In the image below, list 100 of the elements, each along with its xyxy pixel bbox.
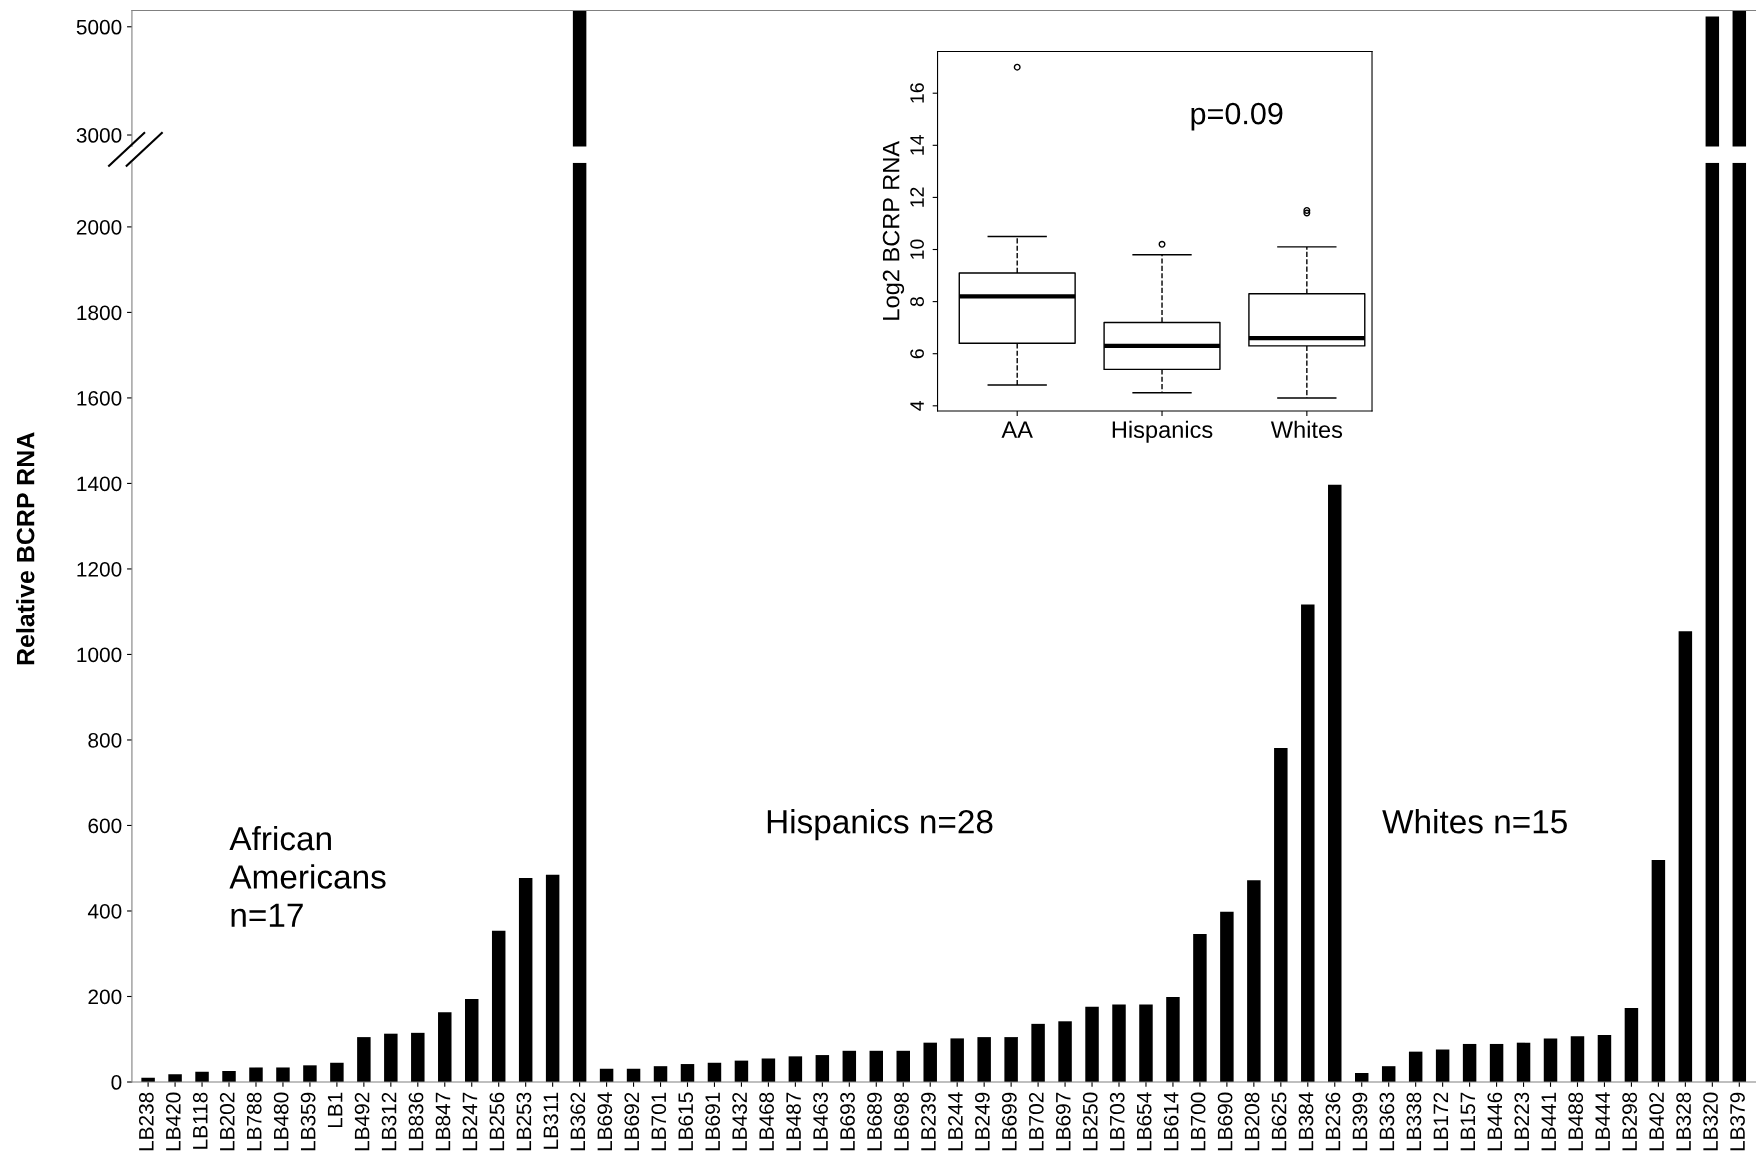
x-tick-label: LB788 xyxy=(246,1092,262,1151)
x-tick-label: LB320 xyxy=(1703,1092,1718,1151)
bar xyxy=(1462,1043,1477,1082)
bar xyxy=(1732,162,1747,1082)
x-tick-label: LB432 xyxy=(732,1092,748,1151)
x-tick-label: LB363 xyxy=(1379,1092,1395,1151)
y-tick-label: 600 xyxy=(88,818,122,834)
y-tick-label: 0 xyxy=(111,1075,122,1090)
bar xyxy=(1543,1038,1558,1082)
x-tick-label: LB614 xyxy=(1163,1092,1179,1151)
annotation: p=0.09 xyxy=(1191,102,1283,131)
x-tick-label: LB399 xyxy=(1352,1092,1368,1151)
x-tick-label: LB362 xyxy=(570,1092,586,1151)
y-tick-label: 2000 xyxy=(76,219,122,235)
x-tick-label: LB1 xyxy=(327,1092,343,1128)
y-tick-label: 1400 xyxy=(77,476,122,492)
x-tick-label: LB836 xyxy=(408,1092,424,1151)
x-tick-label: LB250 xyxy=(1082,1092,1098,1151)
y-tick-label: 5000 xyxy=(76,19,122,35)
bar xyxy=(1004,1037,1018,1082)
bar xyxy=(249,1067,263,1082)
bar xyxy=(1489,1043,1504,1082)
x-tick-label: LB691 xyxy=(705,1092,721,1151)
x-tick-label: LB444 xyxy=(1595,1092,1610,1151)
bar xyxy=(1058,1021,1072,1082)
y-tick-label: 6 xyxy=(910,349,924,359)
bar xyxy=(303,1065,317,1082)
x-tick-label: LB463 xyxy=(813,1092,828,1151)
y-tick-label: 1600 xyxy=(77,390,122,406)
annotation: Whites n=15 xyxy=(1382,809,1567,834)
x-tick-label: LB654 xyxy=(1136,1092,1152,1151)
bar xyxy=(653,1066,668,1082)
bar xyxy=(1247,880,1261,1082)
annotation: African Americans n=17 xyxy=(229,825,386,927)
bar xyxy=(896,1050,910,1082)
x-tick-label: LB238 xyxy=(138,1092,154,1151)
x-tick-label: Whites xyxy=(1270,420,1343,439)
x-tick-label: LB702 xyxy=(1028,1092,1044,1151)
bar xyxy=(680,1064,695,1082)
x-tick-label: LB693 xyxy=(840,1092,855,1151)
y-tick-label: 12 xyxy=(910,187,924,207)
x-tick-label: Hispanics xyxy=(1112,420,1213,443)
x-tick-label: LB689 xyxy=(867,1092,882,1151)
y-tick-label: 8 xyxy=(910,297,924,307)
bar xyxy=(438,1012,452,1082)
y-tick-label: 1200 xyxy=(77,561,122,577)
x-tick-label: LB402 xyxy=(1649,1092,1664,1151)
bar xyxy=(1381,1066,1396,1082)
y-tick-label: 10 xyxy=(910,239,924,259)
bar xyxy=(411,1032,425,1082)
bar xyxy=(1651,860,1666,1082)
annotation: Hispanics n=28 xyxy=(767,809,993,841)
bar xyxy=(1705,162,1720,1082)
bar xyxy=(276,1067,290,1082)
bar xyxy=(815,1055,830,1082)
y-axis-title: Log2 BCRP RNA xyxy=(882,140,905,320)
bar xyxy=(1193,934,1207,1082)
y-tick-label: 14 xyxy=(910,135,924,155)
x-tick-label: LB694 xyxy=(597,1092,613,1151)
x-tick-label: LB446 xyxy=(1487,1092,1503,1151)
y-tick-label: 400 xyxy=(87,903,122,919)
bar xyxy=(1274,748,1288,1082)
x-tick-label: LB492 xyxy=(354,1092,370,1151)
bar xyxy=(950,1038,964,1082)
bar xyxy=(168,1074,182,1082)
bar xyxy=(923,1042,937,1082)
x-tick-label: LB488 xyxy=(1568,1092,1584,1151)
bar xyxy=(734,1060,749,1082)
x-tick-label: LB625 xyxy=(1271,1092,1287,1151)
x-tick-label: LB703 xyxy=(1109,1092,1125,1151)
x-tick-label: LB338 xyxy=(1406,1092,1422,1151)
bar xyxy=(518,878,533,1082)
bar xyxy=(222,1070,236,1082)
x-tick-label: LB420 xyxy=(165,1092,181,1151)
x-tick-label: LB615 xyxy=(678,1092,694,1151)
x-tick-label: LB441 xyxy=(1541,1092,1556,1151)
bar xyxy=(545,874,560,1082)
x-tick-label: LB223 xyxy=(1514,1092,1530,1151)
x-tick-label: LB311 xyxy=(543,1092,559,1149)
x-tick-label: LB480 xyxy=(273,1092,289,1151)
x-tick-label: LB172 xyxy=(1433,1092,1449,1151)
bar xyxy=(1166,996,1180,1082)
bar xyxy=(1597,1034,1612,1082)
bar xyxy=(330,1062,344,1082)
x-tick-label: LB701 xyxy=(651,1092,667,1151)
x-tick-label: LB247 xyxy=(462,1092,478,1151)
x-tick-label: LB256 xyxy=(489,1092,505,1151)
x-tick-label: LB202 xyxy=(219,1092,235,1151)
bar xyxy=(1435,1049,1450,1082)
x-tick-label: LB847 xyxy=(435,1092,451,1151)
bar xyxy=(1301,604,1315,1082)
x-tick-label: LB487 xyxy=(786,1092,801,1151)
x-tick-label: LB253 xyxy=(516,1092,532,1151)
bar xyxy=(195,1071,209,1082)
bar xyxy=(572,162,587,1082)
bar xyxy=(465,999,479,1082)
x-tick-label: LB118 xyxy=(192,1092,208,1149)
y-tick-label: 1000 xyxy=(77,647,122,663)
bar xyxy=(1624,1008,1639,1082)
x-tick-label: LB236 xyxy=(1325,1092,1341,1151)
